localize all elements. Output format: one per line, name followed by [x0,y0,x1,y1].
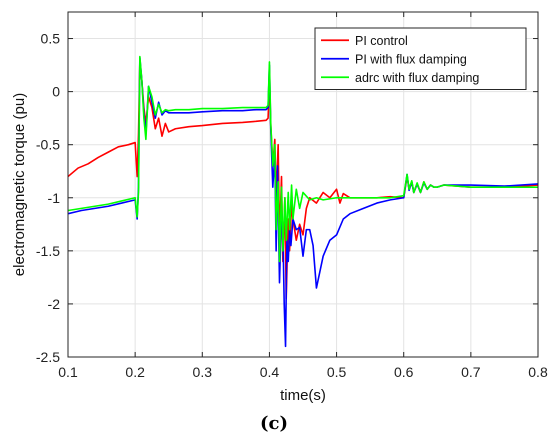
x-tick-label: 0.8 [528,364,548,380]
legend-entry-label: adrc with flux damping [355,71,479,85]
series-lines [68,55,538,348]
y-tick-label: -1 [48,190,61,206]
x-tick-label: 0.3 [193,364,213,380]
series-line-3 [68,55,538,263]
y-tick-label: -2 [48,296,61,312]
legend: PI control PI with flux damping adrc with … [314,27,527,90]
legend-box [314,27,527,90]
y-tick-label: -0.5 [36,137,60,153]
legend-entry-label: PI control [355,34,408,48]
x-tick-label: 0.4 [260,364,280,380]
axis-ticks: 0.1 0.2 0.3 0.4 0.5 0.6 0.7 0.8 0.5 0 -0.5 -1 -1.5 -2… [36,12,548,380]
y-axis-label: electromagnetic torque (pu) [11,93,28,276]
legend-entry-label: PI with flux damping [355,52,467,66]
y-tick-label: -2.5 [36,349,60,365]
x-tick-label: 0.5 [327,364,347,380]
x-axis-label: time(s) [280,387,326,404]
y-tick-label: 0.5 [41,31,61,47]
y-tick-label: -1.5 [36,243,60,259]
y-tick-label: 0 [52,84,60,100]
plot-frame [67,11,539,358]
x-tick-label: 0.2 [125,364,145,380]
figure-caption: (c) [260,413,288,434]
x-tick-label: 0.7 [461,364,481,380]
x-tick-label: 0.6 [394,364,414,380]
x-tick-label: 0.1 [58,364,78,380]
